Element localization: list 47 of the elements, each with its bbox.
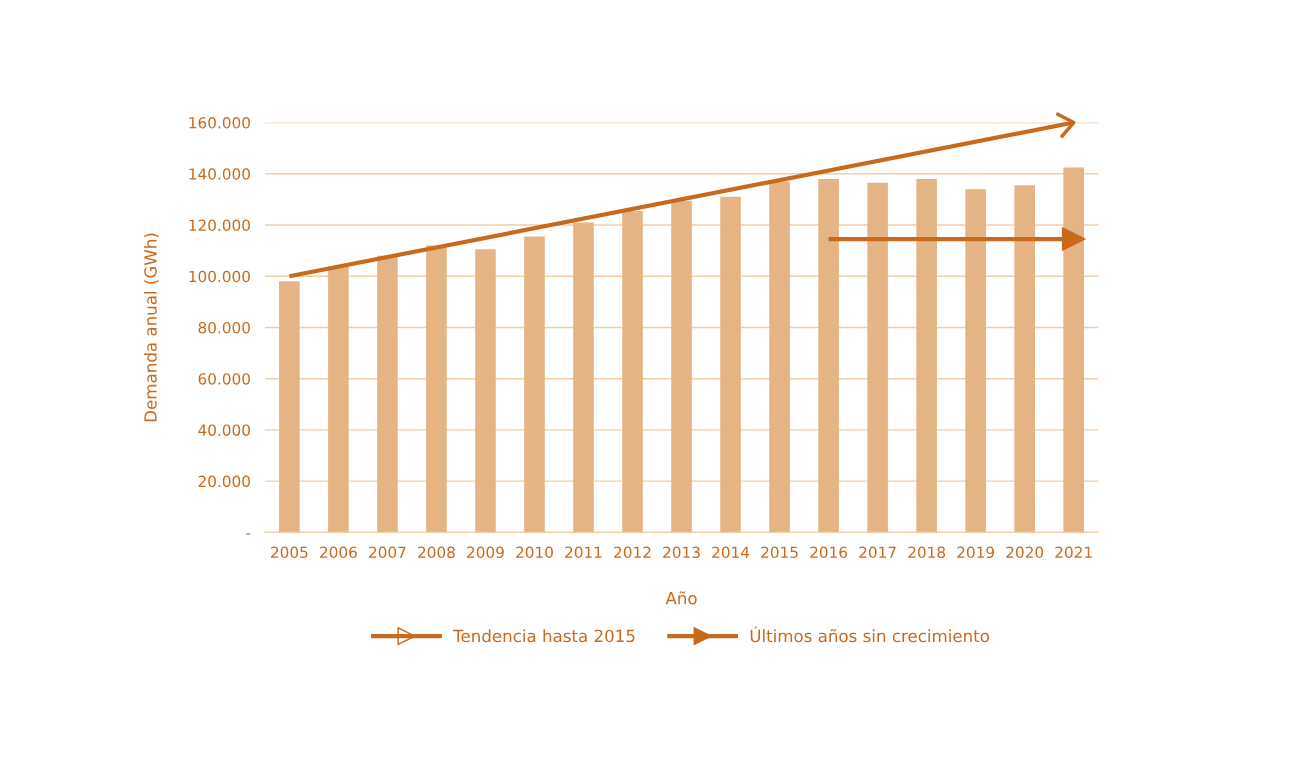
bar [916,178,937,533]
x-tick-label: 2005 [271,546,308,559]
bar [720,196,741,533]
x-tick-label: 2006 [320,546,357,559]
x-tick-label: 2016 [810,546,848,559]
bar [1014,185,1035,533]
y-tick-label: 60.000 [198,373,250,385]
bar [867,182,888,533]
x-tick-label: 2008 [418,546,455,559]
bar [965,189,986,533]
bar [622,210,643,533]
x-tick-label: 2015 [761,546,798,559]
y-tick-label: - [246,533,251,535]
x-tick-label: 2019 [957,546,995,559]
bar [475,249,496,533]
x-tick-label: 2021 [1055,546,1092,559]
x-tick-label: 2020 [1006,546,1044,559]
bar [671,200,692,533]
x-tick-label: 2013 [663,546,700,559]
bar [573,222,594,533]
bar [769,181,790,533]
bar [1063,167,1084,533]
x-tick-label: 2017 [859,546,896,559]
x-tick-label: 2011 [565,546,602,559]
x-tick-label: 2012 [614,546,651,559]
y-tick-label: 140.000 [189,168,250,180]
x-axis-title: Año [665,591,697,605]
y-tick-label: 20.000 [198,475,250,488]
y-tick-label: 120.000 [189,219,250,232]
y-axis-title: Demanda anual (GWh) [143,233,159,422]
x-tick-label: 2014 [712,546,750,559]
y-tick-label: 160.000 [189,117,250,129]
bar [377,255,398,533]
x-tick-label: 2018 [908,546,946,559]
x-tick-label: 2007 [369,546,406,559]
bar [818,178,839,533]
bar [279,281,300,533]
x-tick-label: 2009 [467,546,504,559]
y-tick-label: 80.000 [198,321,250,334]
y-tick-label: 100.000 [189,270,250,283]
legend-label: Tendencia hasta 2015 [453,629,635,643]
bar [426,245,447,533]
y-tick-label: 40.000 [198,424,250,436]
legend-label: Últimos años sin crecimiento [750,626,989,643]
x-tick-label: 2010 [516,546,553,559]
bar [524,236,545,533]
bar [328,265,349,533]
